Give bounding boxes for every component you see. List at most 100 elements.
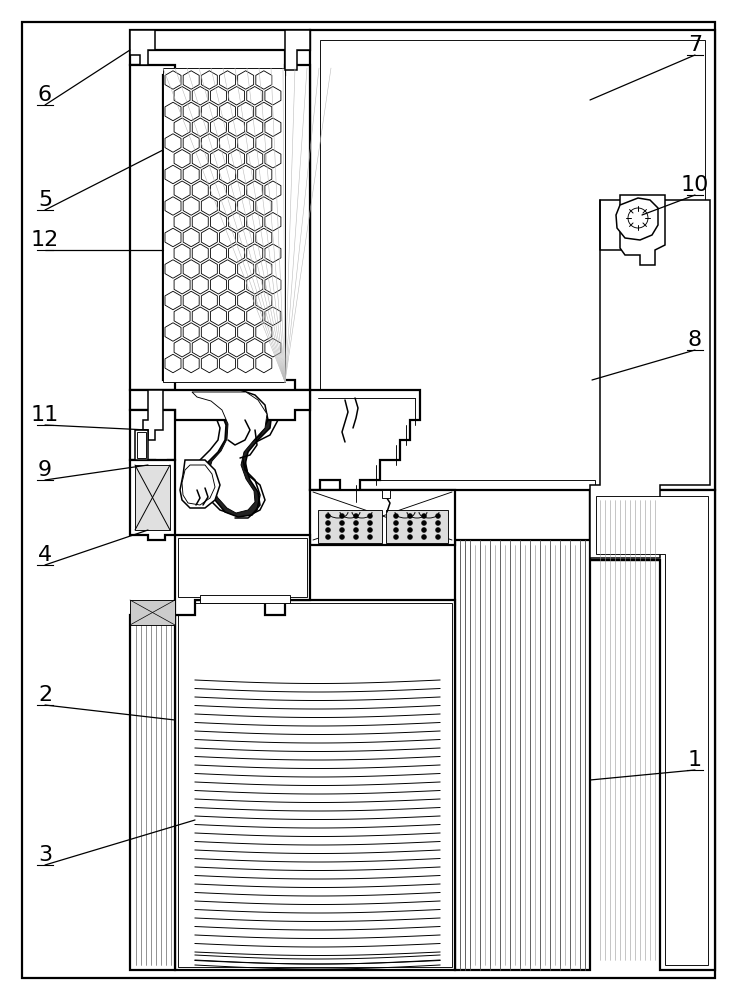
Polygon shape [192,244,209,262]
Polygon shape [201,71,217,89]
Polygon shape [220,102,236,121]
Polygon shape [220,71,236,89]
Text: 2: 2 [38,685,52,705]
Polygon shape [247,213,263,231]
Polygon shape [247,276,263,294]
Polygon shape [130,65,175,390]
Polygon shape [247,307,263,325]
Polygon shape [256,228,272,247]
Polygon shape [237,134,254,152]
Polygon shape [210,307,226,325]
Polygon shape [256,165,272,184]
Polygon shape [228,118,245,136]
Circle shape [354,514,358,518]
Polygon shape [165,291,181,310]
Polygon shape [184,354,199,373]
Polygon shape [310,390,420,500]
Polygon shape [201,323,217,341]
Bar [200,595,290,603]
Polygon shape [210,87,226,105]
Polygon shape [174,181,190,199]
Circle shape [354,520,358,526]
Polygon shape [256,354,272,373]
Polygon shape [310,30,715,560]
Circle shape [422,534,427,540]
Polygon shape [174,87,190,105]
Polygon shape [386,510,448,543]
Polygon shape [247,181,263,199]
Circle shape [394,520,399,526]
Circle shape [436,528,441,532]
Polygon shape [220,291,236,310]
Polygon shape [220,323,236,341]
Polygon shape [192,392,267,513]
Polygon shape [184,134,199,152]
Polygon shape [143,390,163,440]
Polygon shape [256,197,272,215]
Circle shape [408,534,413,540]
Circle shape [422,528,427,532]
Circle shape [408,514,413,518]
Polygon shape [320,40,705,555]
Polygon shape [210,118,226,136]
Circle shape [394,528,399,532]
Polygon shape [165,260,181,278]
Polygon shape [184,197,199,215]
Polygon shape [256,134,272,152]
Polygon shape [210,276,226,294]
Polygon shape [201,165,217,184]
Polygon shape [228,87,245,105]
Polygon shape [130,30,155,65]
Polygon shape [596,496,708,965]
Polygon shape [175,390,278,515]
Polygon shape [174,213,190,231]
Polygon shape [237,260,254,278]
Polygon shape [180,460,220,508]
Polygon shape [201,102,217,121]
Polygon shape [256,71,272,89]
Polygon shape [237,102,254,121]
Polygon shape [228,150,245,168]
Circle shape [368,514,372,518]
Polygon shape [265,276,281,294]
Polygon shape [184,291,199,310]
Polygon shape [184,165,199,184]
Circle shape [394,514,399,518]
Polygon shape [192,181,209,199]
Circle shape [628,208,648,228]
Polygon shape [192,276,209,294]
Polygon shape [265,307,281,325]
Polygon shape [247,87,263,105]
Polygon shape [210,181,226,199]
Polygon shape [165,134,181,152]
Polygon shape [265,118,281,136]
Polygon shape [201,197,217,215]
Text: 7: 7 [688,35,702,55]
Polygon shape [210,339,226,357]
Text: 12: 12 [31,230,59,250]
Text: 5: 5 [38,190,52,210]
Polygon shape [283,65,310,390]
Polygon shape [192,150,209,168]
Polygon shape [318,510,382,543]
Polygon shape [228,276,245,294]
Text: 11: 11 [31,405,59,425]
Polygon shape [228,213,245,231]
Polygon shape [174,150,190,168]
Polygon shape [192,213,209,231]
Circle shape [340,528,344,532]
Polygon shape [201,260,217,278]
Polygon shape [174,339,190,357]
Polygon shape [174,244,190,262]
Polygon shape [220,354,236,373]
Bar [382,490,390,498]
Polygon shape [130,600,175,625]
Polygon shape [220,134,236,152]
Polygon shape [237,197,254,215]
Circle shape [436,520,441,526]
Polygon shape [265,181,281,199]
Circle shape [436,534,441,540]
Polygon shape [247,118,263,136]
Circle shape [326,534,330,540]
Polygon shape [165,354,181,373]
